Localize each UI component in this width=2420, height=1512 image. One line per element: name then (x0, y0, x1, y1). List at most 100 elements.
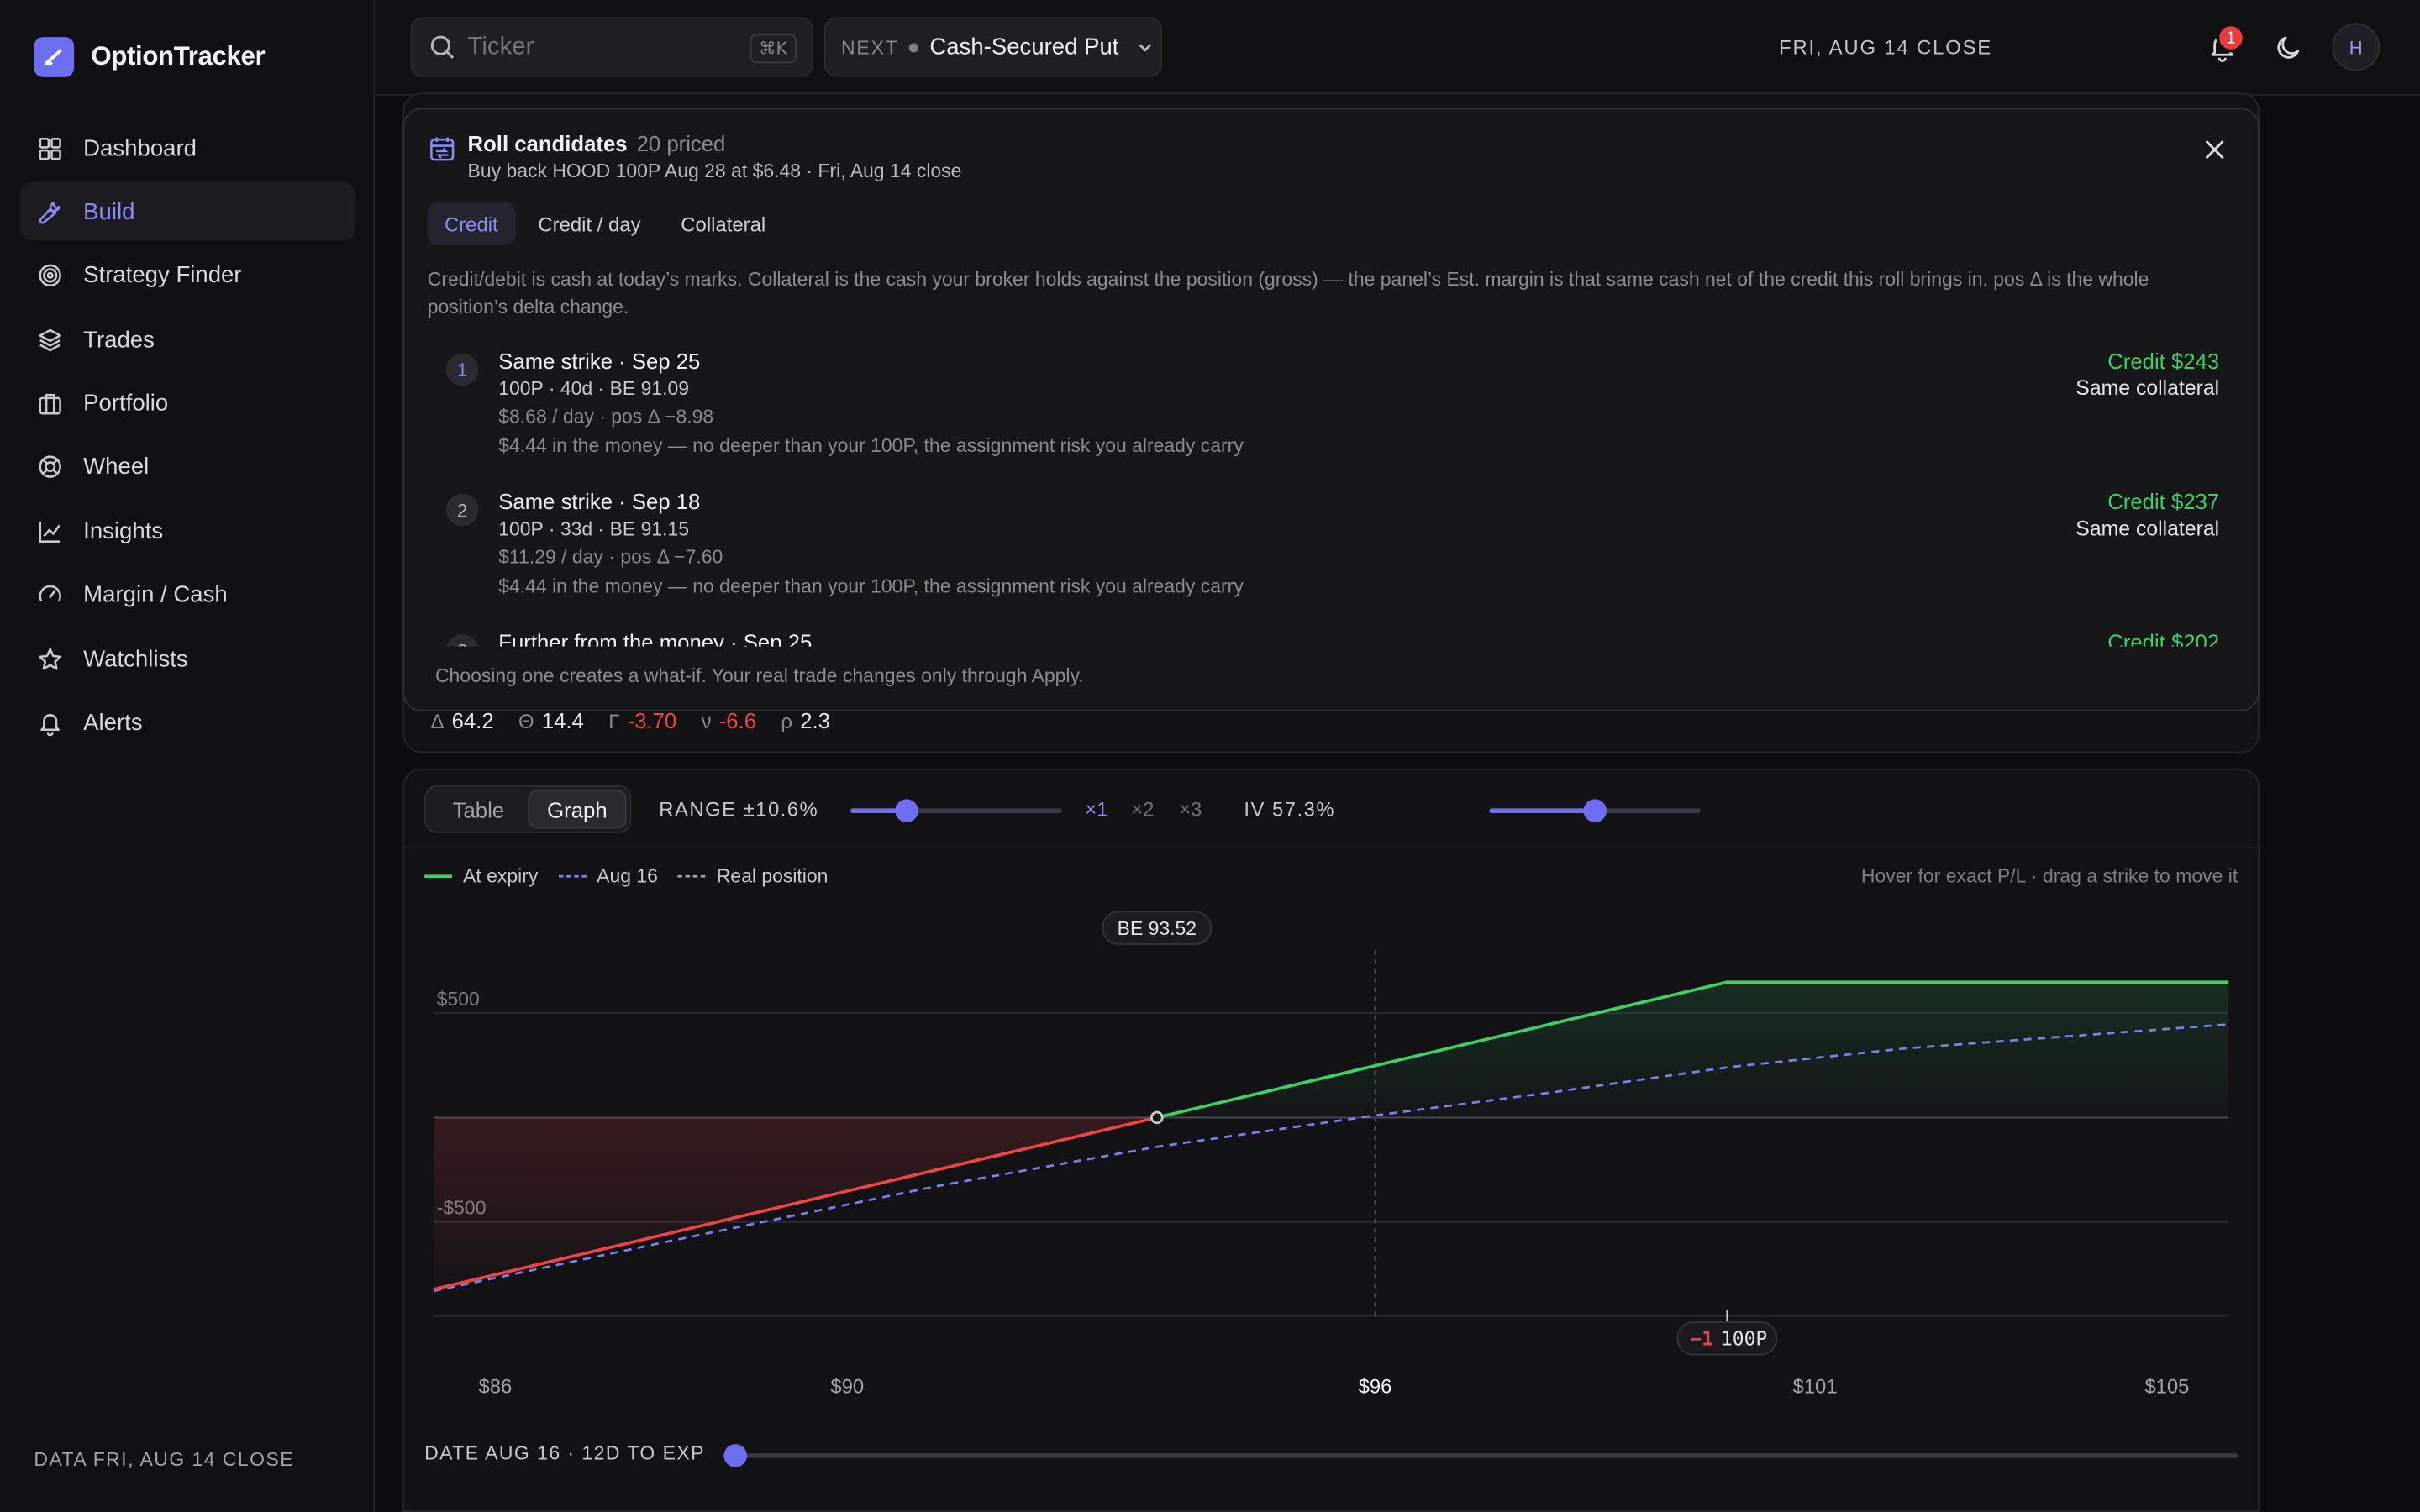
greek-symbol: Γ (608, 709, 620, 733)
line-chart-icon (39, 521, 60, 543)
roll-subtitle: Buy back HOOD 100P Aug 28 at $6.48 · Fri… (467, 160, 962, 182)
chevron-down-icon (1139, 43, 1151, 51)
avatar[interactable]: H (2332, 23, 2381, 71)
greek-item: ν -6.6 (702, 708, 756, 732)
candidate-title: Same strike · Sep 25 (498, 349, 701, 374)
next-strategy-select[interactable]: NEXT Cash-Secured Put (823, 17, 1163, 77)
multiplier-x2[interactable]: ×2 (1131, 797, 1155, 822)
sidebar-nav: Dashboard Build Strategy Finder Trades Portf… (19, 118, 355, 757)
next-value: Cash-Secured Put (929, 34, 1119, 60)
wrench-icon (39, 202, 60, 224)
candidate-per-day: $11.29 / day · pos Δ −7.60 (498, 546, 723, 568)
candidate-risk-note: $4.44 in the money — no deeper than your… (498, 434, 1244, 457)
roll-count: 20 priced (636, 131, 726, 156)
multiplier-x1[interactable]: ×1 (1085, 797, 1108, 822)
tab-credit[interactable]: Credit (427, 202, 515, 246)
gauge-icon (39, 585, 61, 602)
star-icon (39, 647, 62, 669)
sidebar-item-trades[interactable]: Trades (20, 310, 355, 369)
legend-real-position: Real position (677, 865, 828, 887)
iv-slider-fill (1489, 808, 1596, 813)
legend-at-expiry: At expiry (424, 865, 538, 887)
sidebar-item-label: Portfolio (83, 390, 169, 417)
roll-candidate[interactable]: 1 Same strike · Sep 25 100P · 40d · BE 91.… (404, 344, 2258, 485)
sidebar-item-alerts[interactable]: Alerts (20, 694, 355, 753)
iv-label: IV 57.3% (1244, 797, 1336, 822)
divider (404, 847, 2261, 849)
sidebar-item-label: Wheel (83, 454, 150, 481)
greek-item: Γ -3.70 (608, 708, 676, 732)
candidate-collateral: Same collateral (2075, 376, 2220, 400)
sidebar-item-label: Margin / Cash (83, 581, 228, 609)
date-label: DATE AUG 16 · 12D TO EXP (424, 1442, 705, 1465)
next-label: NEXT (841, 36, 899, 58)
range-slider[interactable] (850, 799, 1062, 822)
roll-candidate[interactable]: 3 Further from the money · Sep 25 Credit $… (404, 625, 2258, 647)
candidate-per-day: $8.68 / day · pos Δ −8.98 (498, 406, 714, 428)
target-icon (39, 265, 61, 287)
roll-footer-note: Choosing one creates a what-if. Your rea… (434, 664, 1084, 687)
tab-credit-day[interactable]: Credit / day (538, 212, 641, 236)
sidebar-item-label: Insights (83, 517, 164, 545)
data-date-label: DATA FRI, AUG 14 CLOSE (34, 1448, 295, 1471)
iv-slider[interactable] (1489, 799, 1702, 822)
date-slider-knob[interactable] (723, 1444, 747, 1467)
roll-sort-tabs: Credit Credit / day Collateral (427, 202, 783, 246)
candidate-rank: 1 (445, 353, 479, 386)
chart-legend: At expiry Aug 16 Real position (424, 865, 828, 887)
range-slider-fill (850, 808, 908, 813)
sidebar-item-build[interactable]: Build (19, 182, 355, 242)
greek-symbol: ν (701, 709, 712, 733)
theme-toggle-moon-icon[interactable] (2273, 31, 2306, 64)
candidate-risk-note: $4.44 in the money — no deeper than your… (498, 575, 1244, 597)
layers-icon (39, 328, 61, 351)
sidebar-item-strategy-finder[interactable]: Strategy Finder (20, 246, 355, 305)
sidebar-item-dashboard[interactable]: Dashboard (20, 118, 355, 177)
bell-icon (40, 714, 60, 737)
sidebar-item-label: Alerts (83, 709, 143, 737)
sidebar-item-label: Strategy Finder (83, 262, 242, 289)
chart-hint: Hover for exact P/L · drag a strike to m… (1860, 865, 2238, 888)
roll-calendar-icon (430, 137, 455, 161)
brand-name: OptionTracker (91, 41, 266, 71)
search-shortcut: ⌘K (750, 34, 797, 64)
iv-slider-knob[interactable] (1583, 799, 1607, 822)
candidate-rank: 3 (445, 633, 479, 647)
tab-graph[interactable]: Graph (528, 790, 627, 829)
close-icon[interactable] (2201, 136, 2228, 164)
range-slider-knob[interactable] (896, 799, 919, 822)
payoff-card: Table Graph RANGE ±10.6% ×1 ×2 ×3 IV 57.3… (402, 768, 2261, 1512)
date-slider[interactable] (723, 1444, 2238, 1467)
candidate-credit: Credit $202 (2107, 629, 2220, 647)
sidebar: OptionTracker Dashboard Build Strategy Fin… (0, 0, 376, 1512)
roll-title: Roll candidates 20 priced (468, 131, 726, 155)
candidate-credit: Credit $237 (2107, 489, 2220, 514)
tab-table[interactable]: Table (452, 796, 505, 822)
legend-label: Aug 16 (597, 865, 658, 888)
candidate-details: 100P · 33d · BE 91.15 (498, 518, 690, 540)
greek-item: Θ 14.4 (518, 708, 584, 732)
legend-label: At expiry (463, 865, 539, 888)
brand[interactable]: OptionTracker (34, 37, 266, 77)
status-dot (909, 42, 919, 52)
sidebar-item-label: Build (83, 198, 135, 225)
roll-explanation: Credit/debit is cash at today’s marks. C… (427, 268, 2149, 318)
sidebar-item-label: Trades (83, 326, 155, 354)
candidate-title: Same strike · Sep 18 (498, 489, 701, 514)
greek-value: 14.4 (541, 708, 584, 733)
sidebar-item-insights[interactable]: Insights (20, 502, 355, 561)
sidebar-item-wheel[interactable]: Wheel (20, 438, 355, 497)
multiplier-x3[interactable]: ×3 (1179, 797, 1202, 822)
search-box[interactable]: ⌘K (410, 17, 813, 77)
notification-badge: 1 (2216, 23, 2246, 53)
search-input[interactable] (467, 33, 730, 61)
sidebar-item-margin-cash[interactable]: Margin / Cash (20, 566, 355, 625)
range-label: RANGE ±10.6% (659, 797, 819, 822)
roll-candidate[interactable]: 2 Same strike · Sep 18 100P · 33d · BE 91.… (404, 485, 2258, 625)
roll-title-text: Roll candidates (467, 131, 628, 156)
sidebar-item-portfolio[interactable]: Portfolio (20, 375, 355, 433)
sidebar-item-watchlists[interactable]: Watchlists (20, 630, 355, 689)
tab-collateral[interactable]: Collateral (681, 212, 766, 236)
greek-item: Δ 64.2 (430, 708, 493, 732)
greek-symbol: Θ (518, 709, 534, 733)
